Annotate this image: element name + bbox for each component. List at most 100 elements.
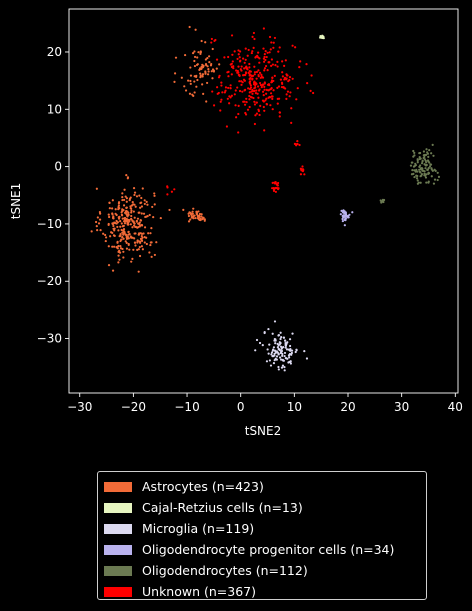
data-point [272,346,276,349]
data-point [263,67,267,70]
data-point [274,338,277,341]
data-point [420,162,424,165]
data-point [124,240,127,243]
data-point [232,67,235,70]
data-point [272,187,275,190]
data-point [127,237,130,240]
data-point [197,51,200,54]
data-point [130,209,133,212]
data-point [224,86,228,89]
data-point [284,346,287,349]
data-point [130,207,133,210]
data-point [130,211,133,214]
data-point [125,237,129,241]
data-point [278,115,281,118]
data-point [109,235,112,238]
data-point [140,196,143,200]
data-point [128,199,131,202]
data-point [249,84,252,87]
data-point [341,217,344,221]
data-point [131,226,134,229]
data-point [153,192,156,195]
data-point [189,79,192,83]
data-point [262,57,265,60]
data-point [223,56,226,59]
data-point [118,249,121,252]
data-point [173,72,177,75]
data-point [253,87,256,90]
data-point [193,214,196,217]
data-point [201,83,204,86]
data-point [149,243,152,247]
data-point [234,104,237,107]
data-point [143,199,146,202]
data-point [120,222,123,225]
data-point [125,247,129,250]
data-point [277,333,281,337]
data-point [105,236,108,239]
data-point [424,153,428,156]
data-point [268,35,272,39]
data-point [204,70,207,73]
data-point [195,85,198,88]
data-point [248,62,251,66]
data-point [125,241,128,245]
data-point [266,348,269,351]
data-point [273,320,277,323]
legend-item: Microglia (n=119) [104,518,426,539]
data-point [184,53,187,57]
data-point [111,222,114,225]
data-point [246,108,250,111]
data-point [343,224,346,227]
data-point [238,80,241,83]
data-point [277,181,280,185]
data-point [125,200,128,203]
data-point [423,155,426,159]
data-point [187,220,191,223]
data-point [108,201,111,204]
data-point [432,182,436,185]
data-point [274,342,277,345]
data-point [248,87,252,91]
data-point [310,74,313,77]
data-point [98,218,102,221]
data-point [243,61,246,64]
data-point [210,70,213,73]
data-point [173,80,176,83]
data-point [133,237,136,240]
legend-item: Unknown (n=367) [104,581,426,602]
data-point [212,104,216,107]
legend: Astrocytes (n=423) Cajal-Retzius cells (n… [97,471,427,600]
data-point [119,225,122,228]
data-point [270,351,274,354]
data-point [244,58,247,61]
data-point [266,69,269,72]
data-point [97,222,101,225]
data-point [268,343,271,346]
data-point [291,44,294,47]
data-point [108,207,111,210]
data-point [245,67,248,70]
data-point [248,73,251,76]
data-point [301,170,305,173]
data-point [264,99,267,102]
x-tick-label: 10 [287,400,302,414]
data-point [230,73,233,76]
data-point [341,219,344,223]
data-point [424,159,427,162]
data-point [193,50,196,53]
data-point [127,230,130,233]
data-point [237,65,240,68]
data-point [265,360,269,363]
data-point [254,92,258,95]
data-point [271,332,274,335]
data-point [197,218,200,221]
data-point [206,81,209,85]
data-point [253,65,256,68]
data-point [219,100,222,103]
data-point [436,178,439,182]
data-point [274,351,277,354]
data-point [143,241,146,244]
data-point [416,174,419,178]
data-point [257,89,261,92]
